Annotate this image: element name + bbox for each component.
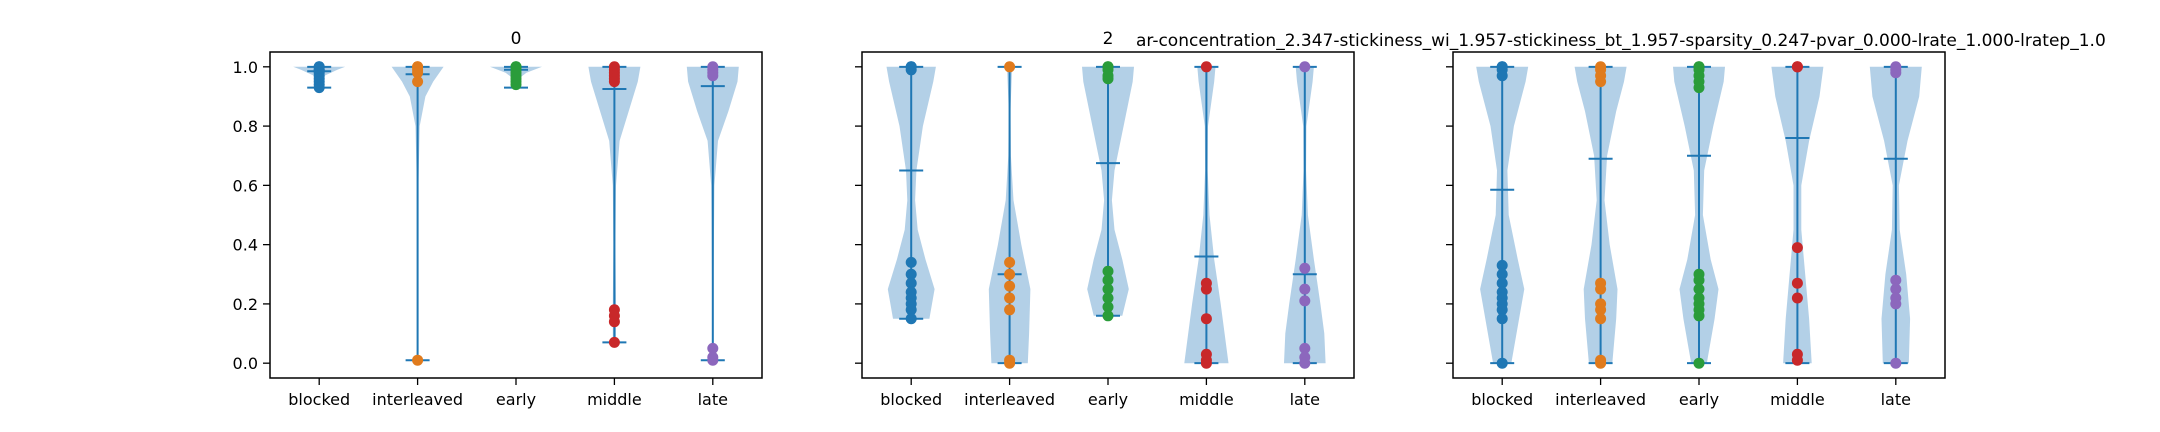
data-point-interleaved [1004, 304, 1016, 316]
data-point-middle [1200, 313, 1212, 325]
data-point-blocked [1496, 259, 1508, 271]
data-point-blocked [1496, 313, 1508, 325]
data-point-early [1693, 310, 1705, 322]
data-point-interleaved [1595, 76, 1607, 88]
data-point-late [1299, 357, 1311, 369]
data-point-interleaved [1004, 61, 1016, 73]
panel-title: 2 [1103, 29, 1114, 49]
data-point-blocked [905, 304, 917, 316]
data-point-blocked [313, 82, 325, 94]
x-tick-label-blocked: blocked [880, 390, 942, 409]
data-point-blocked [905, 64, 917, 76]
data-point-early [1693, 82, 1705, 94]
data-point-early [1102, 301, 1114, 313]
data-point-early [1693, 357, 1705, 369]
data-point-interleaved [1595, 304, 1607, 316]
chart-panel-3: blocked interleaved early middle late [1446, 51, 1946, 409]
data-point-early [510, 79, 522, 91]
data-point-middle [1200, 357, 1212, 369]
y-tick-label: 0.8 [233, 117, 258, 136]
data-point-late [1890, 298, 1902, 310]
data-point-middle [608, 336, 620, 348]
data-point-early [1693, 274, 1705, 286]
data-point-late [1299, 342, 1311, 354]
chart-panel-2: blocked interleaved early middle late 2 [855, 29, 1355, 409]
x-tick-label-blocked: blocked [288, 390, 350, 409]
y-tick-label: 0.6 [233, 176, 258, 195]
data-point-interleaved [1004, 268, 1016, 280]
data-point-interleaved [1595, 283, 1607, 295]
panel-title: 0 [511, 29, 522, 49]
x-tick-label-interleaved: interleaved [964, 390, 1055, 409]
data-point-late [1890, 67, 1902, 79]
panels: 0.0 0.2 0.4 0.6 0.8 1.0 blocked interleaved earl… [233, 29, 1946, 409]
data-point-early [1102, 283, 1114, 295]
data-point-interleaved [412, 76, 424, 88]
x-tick-label-middle: middle [587, 390, 642, 409]
data-point-interleaved [1004, 280, 1016, 292]
data-point-interleaved [1004, 256, 1016, 268]
data-point-early [1693, 283, 1705, 295]
y-tick-label: 0.4 [233, 236, 258, 255]
x-tick-label-late: late [1881, 390, 1911, 409]
data-point-middle [1791, 242, 1803, 254]
data-point-late [1890, 283, 1902, 295]
data-point-late [1299, 262, 1311, 274]
data-point-early [1102, 274, 1114, 286]
data-point-blocked [905, 268, 917, 280]
x-tick-label-middle: middle [1770, 390, 1825, 409]
data-point-early [1102, 310, 1114, 322]
x-tick-label-late: late [698, 390, 728, 409]
data-point-late [707, 354, 719, 366]
data-point-early [1102, 73, 1114, 85]
data-point-middle [1791, 292, 1803, 304]
data-point-late [1299, 61, 1311, 73]
x-tick-label-blocked: blocked [1471, 390, 1533, 409]
data-point-late [1299, 283, 1311, 295]
data-point-blocked [1496, 304, 1508, 316]
data-point-interleaved [1595, 313, 1607, 325]
data-point-early [1102, 265, 1114, 277]
y-tick-label: 1.0 [233, 58, 258, 77]
data-point-blocked [1496, 277, 1508, 289]
data-point-late [707, 70, 719, 82]
data-point-late [1299, 295, 1311, 307]
data-point-interleaved [412, 67, 424, 79]
data-point-middle [608, 316, 620, 328]
data-point-blocked [905, 277, 917, 289]
y-tick-label: 0.0 [233, 354, 258, 373]
data-point-blocked [905, 256, 917, 268]
x-tick-label-middle: middle [1179, 390, 1234, 409]
data-point-late [1890, 274, 1902, 286]
data-point-blocked [905, 313, 917, 325]
data-point-blocked [1496, 268, 1508, 280]
data-point-middle [1791, 354, 1803, 366]
data-point-middle [1200, 283, 1212, 295]
data-point-middle [608, 76, 620, 88]
x-tick-label-interleaved: interleaved [372, 390, 463, 409]
data-point-interleaved [412, 354, 424, 366]
data-point-late [707, 342, 719, 354]
x-tick-label-early: early [496, 390, 536, 409]
data-point-middle [1791, 277, 1803, 289]
figure-title: ar-concentration_2.347-stickiness_wi_1.9… [1136, 31, 2106, 51]
y-tick-label: 0.2 [233, 295, 258, 314]
x-tick-label-early: early [1679, 390, 1719, 409]
data-point-middle [1200, 61, 1212, 73]
x-tick-label-late: late [1290, 390, 1320, 409]
x-tick-label-interleaved: interleaved [1555, 390, 1646, 409]
data-point-late [1890, 357, 1902, 369]
data-point-interleaved [1595, 357, 1607, 369]
data-point-middle [1791, 61, 1803, 73]
chart-panel-1: 0.0 0.2 0.4 0.6 0.8 1.0 blocked interleaved earl… [233, 29, 763, 409]
data-point-interleaved [1004, 357, 1016, 369]
data-point-early [1102, 292, 1114, 304]
data-point-blocked [1496, 70, 1508, 82]
x-tick-label-early: early [1088, 390, 1128, 409]
data-point-interleaved [1004, 292, 1016, 304]
data-point-blocked [1496, 357, 1508, 369]
